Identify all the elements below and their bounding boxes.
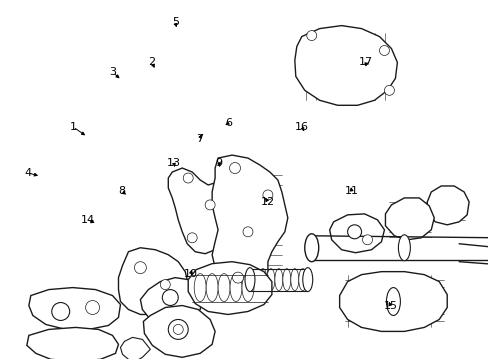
Circle shape <box>229 163 240 174</box>
Ellipse shape <box>290 269 298 291</box>
Text: 4: 4 <box>24 168 31 178</box>
Circle shape <box>183 173 193 183</box>
Text: 16: 16 <box>294 122 308 132</box>
Text: 10: 10 <box>183 269 198 279</box>
Ellipse shape <box>250 269 259 291</box>
Circle shape <box>362 235 372 245</box>
Circle shape <box>263 190 272 200</box>
Circle shape <box>379 45 388 55</box>
Text: 2: 2 <box>148 57 155 67</box>
Text: 15: 15 <box>383 301 397 311</box>
Ellipse shape <box>274 269 282 291</box>
Ellipse shape <box>194 274 206 302</box>
Text: 9: 9 <box>215 158 222 168</box>
Polygon shape <box>294 26 397 105</box>
Ellipse shape <box>229 274 242 302</box>
Polygon shape <box>27 328 118 360</box>
Polygon shape <box>140 278 202 325</box>
Polygon shape <box>143 306 215 357</box>
Text: 6: 6 <box>225 118 232 128</box>
Text: 12: 12 <box>260 197 274 207</box>
Text: 8: 8 <box>118 186 125 197</box>
Polygon shape <box>118 248 188 315</box>
Ellipse shape <box>206 274 218 302</box>
Ellipse shape <box>244 268 254 292</box>
Polygon shape <box>339 272 447 332</box>
Ellipse shape <box>298 269 306 291</box>
Circle shape <box>85 301 100 315</box>
Text: 7: 7 <box>196 134 203 144</box>
Text: 1: 1 <box>69 122 77 132</box>
Circle shape <box>162 289 178 306</box>
Text: 14: 14 <box>81 215 95 225</box>
Text: 11: 11 <box>344 186 358 197</box>
Circle shape <box>168 319 188 339</box>
Text: 13: 13 <box>166 158 181 168</box>
Polygon shape <box>427 186 468 225</box>
Text: 5: 5 <box>171 17 179 27</box>
Polygon shape <box>188 262 271 315</box>
Text: 17: 17 <box>359 57 372 67</box>
Ellipse shape <box>266 269 274 291</box>
Circle shape <box>205 200 215 210</box>
Circle shape <box>243 227 252 237</box>
Circle shape <box>384 85 394 95</box>
Polygon shape <box>168 168 227 254</box>
Circle shape <box>187 233 197 243</box>
Circle shape <box>52 302 69 320</box>
Ellipse shape <box>259 269 266 291</box>
Polygon shape <box>29 288 120 329</box>
Ellipse shape <box>398 235 409 261</box>
Polygon shape <box>385 198 433 240</box>
Ellipse shape <box>242 274 253 302</box>
Ellipse shape <box>304 234 318 262</box>
Ellipse shape <box>386 288 400 315</box>
Circle shape <box>160 280 170 289</box>
Polygon shape <box>329 214 384 253</box>
Polygon shape <box>212 155 287 292</box>
Text: 3: 3 <box>109 67 116 77</box>
Circle shape <box>347 225 361 239</box>
Circle shape <box>306 31 316 41</box>
Circle shape <box>173 324 183 334</box>
Circle shape <box>232 272 243 283</box>
Circle shape <box>134 262 146 274</box>
Ellipse shape <box>282 269 290 291</box>
Polygon shape <box>120 337 150 360</box>
Ellipse shape <box>218 274 229 302</box>
Ellipse shape <box>302 268 312 292</box>
